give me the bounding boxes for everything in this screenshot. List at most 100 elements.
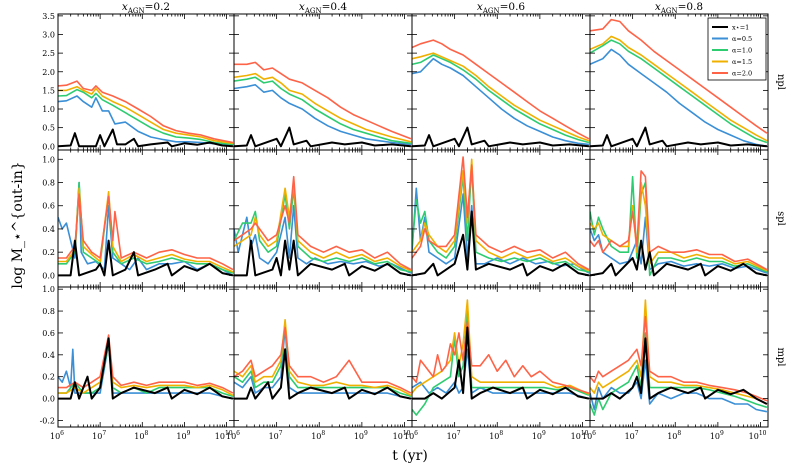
series-line-gold <box>412 299 590 395</box>
x-tick-label: 109 <box>176 430 190 441</box>
panel-mpl-1 <box>57 286 235 428</box>
panel-spl-4 <box>589 149 769 288</box>
x-tick-label: 1010 <box>215 430 233 441</box>
series-line-red <box>412 321 590 394</box>
panel-npl-3 <box>411 13 591 151</box>
series-line-red <box>412 156 590 271</box>
panel-frame <box>57 13 235 151</box>
series-line-red <box>234 326 412 394</box>
series-line-green <box>58 181 234 274</box>
series-line-gold <box>234 181 412 272</box>
y-tick-label: 0.8 <box>42 179 55 188</box>
series-line-black <box>58 128 233 148</box>
series-line-black <box>412 210 590 277</box>
series-line-black <box>590 239 768 277</box>
x-tick-label: 106 <box>50 430 64 441</box>
series-line-blue <box>234 84 411 146</box>
x-tick-label: 107 <box>447 430 461 441</box>
series-line-blue <box>412 57 589 146</box>
y-tick-label: 0.0 <box>42 142 55 151</box>
x-tick-label: 107 <box>92 430 106 441</box>
series-line-blue <box>412 187 590 274</box>
series-line-black <box>234 348 412 400</box>
y-tick-label: 0.6 <box>42 202 55 211</box>
y-tick-label: 0.0 <box>42 271 55 280</box>
panel-frame <box>233 13 413 151</box>
x-tick-label: 106 <box>404 430 418 441</box>
series-line-red <box>58 80 234 144</box>
series-line-green <box>412 164 590 273</box>
series-line-red <box>590 315 768 402</box>
row-label-npl: npl <box>775 74 786 90</box>
series-line-gold <box>412 52 590 142</box>
legend: x⋆=1 α=0.5 α=1.0 α=1.5 α=2.0 <box>707 17 767 81</box>
series-line-red <box>412 39 590 140</box>
series-line-gold <box>58 85 234 145</box>
panel-mpl-2 <box>233 286 413 428</box>
y-tick-label: 0.4 <box>42 351 55 360</box>
x-tick-label: 1010 <box>571 430 589 441</box>
series-line-black <box>58 337 234 400</box>
column-title-4: xAGN=0.8 <box>655 1 703 15</box>
series-line-red <box>590 170 768 271</box>
series-line-black <box>590 337 768 405</box>
series-line-red <box>590 18 768 134</box>
x-tick-label: 1010 <box>749 430 767 441</box>
series-line-gold <box>234 72 412 143</box>
row-label-spl: spl <box>775 211 786 226</box>
legend-label: α=0.5 <box>732 35 752 43</box>
series-line-blue <box>58 95 233 146</box>
series-line-green <box>412 310 590 416</box>
panel-frame <box>233 286 413 428</box>
y-tick-label: 0.0 <box>42 395 55 404</box>
series-line-blue <box>234 204 412 274</box>
y-tick-label: 1.0 <box>42 105 55 114</box>
x-tick-label: 108 <box>134 430 148 441</box>
series-line-red <box>58 334 234 394</box>
panel-spl-2 <box>233 149 413 288</box>
y-axis-label: log M_⋆^{out-in} <box>10 161 26 288</box>
column-title-2: xAGN=0.4 <box>299 1 348 15</box>
series-line-green <box>412 54 590 144</box>
legend-label: α=1.0 <box>732 47 752 55</box>
series-line-green <box>590 39 768 144</box>
series-line-gold <box>590 299 768 405</box>
y-tick-label: 1.0 <box>42 155 55 164</box>
panel-npl-1 <box>57 13 235 151</box>
y-tick-label: 1.5 <box>42 86 55 95</box>
y-tick-label: 0.8 <box>42 307 55 316</box>
legend-label: α=1.5 <box>732 58 752 66</box>
x-tick-label: 109 <box>710 430 724 441</box>
column-title-3: xAGN=0.6 <box>477 1 526 15</box>
x-tick-label: 109 <box>354 430 368 441</box>
y-tick-label: -0.2 <box>40 416 55 425</box>
x-tick-label: 108 <box>311 430 325 441</box>
series-line-black <box>234 126 411 148</box>
y-tick-label: 0.4 <box>42 225 55 234</box>
series-line-green <box>58 88 233 146</box>
panel-spl-1 <box>57 149 235 288</box>
x-axis-label: t (yr) <box>392 448 428 464</box>
series-line-blue <box>590 359 768 413</box>
panel-frame <box>589 286 769 428</box>
y-tick-label: 0.5 <box>42 124 55 133</box>
y-tick-label: 0.2 <box>42 248 55 257</box>
x-tick-label: 107 <box>269 430 283 441</box>
y-tick-label: 3.5 <box>42 12 55 21</box>
panel-npl-2 <box>233 13 413 151</box>
series-line-black <box>590 126 767 148</box>
x-tick-label: 106 <box>582 430 596 441</box>
panel-spl-3 <box>411 149 591 288</box>
series-line-black <box>234 239 412 277</box>
row-label-mpl: mpl <box>775 347 786 366</box>
series-line-gold <box>590 181 768 272</box>
legend-label: x⋆=1 <box>732 24 749 32</box>
y-tick-label: 1.0 <box>42 285 55 294</box>
series-line-red <box>234 175 412 271</box>
y-tick-label: 0.2 <box>42 373 55 382</box>
y-tick-label: 0.6 <box>42 329 55 338</box>
panel-mpl-4 <box>589 286 769 428</box>
series-line-gold <box>590 35 768 142</box>
